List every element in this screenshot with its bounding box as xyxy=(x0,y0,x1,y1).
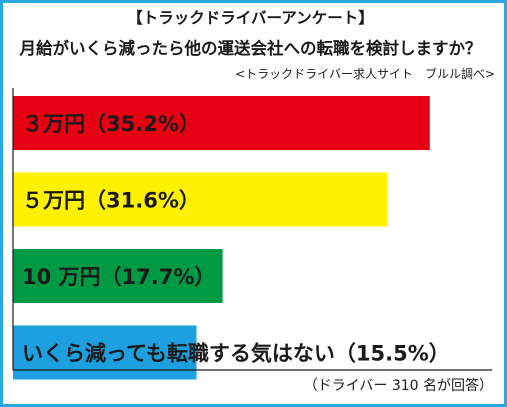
respondent-footnote: （ドライバー 310 名が回答） xyxy=(303,378,493,394)
source-note: <トラックドライバー求人サイト ブルル調べ> xyxy=(235,67,495,81)
bar-3 xyxy=(13,249,223,303)
bar-2 xyxy=(13,172,388,227)
chart-subtitle: 月給がいくら減ったら他の運送会社への転職を検討しますか？ xyxy=(19,39,482,58)
bar-label-2: ５万円（31.6%） xyxy=(22,189,200,213)
bar-label-1: ３万円（35.2%） xyxy=(22,112,200,136)
bar-label-3: 10 万円（17.7%） xyxy=(22,265,215,289)
bar-1 xyxy=(13,96,430,150)
bar-label-4: いくら減っても転職する気はない（15.5%） xyxy=(22,342,450,366)
chart-title: 【トラックドライバーアンケート】 xyxy=(127,9,374,27)
